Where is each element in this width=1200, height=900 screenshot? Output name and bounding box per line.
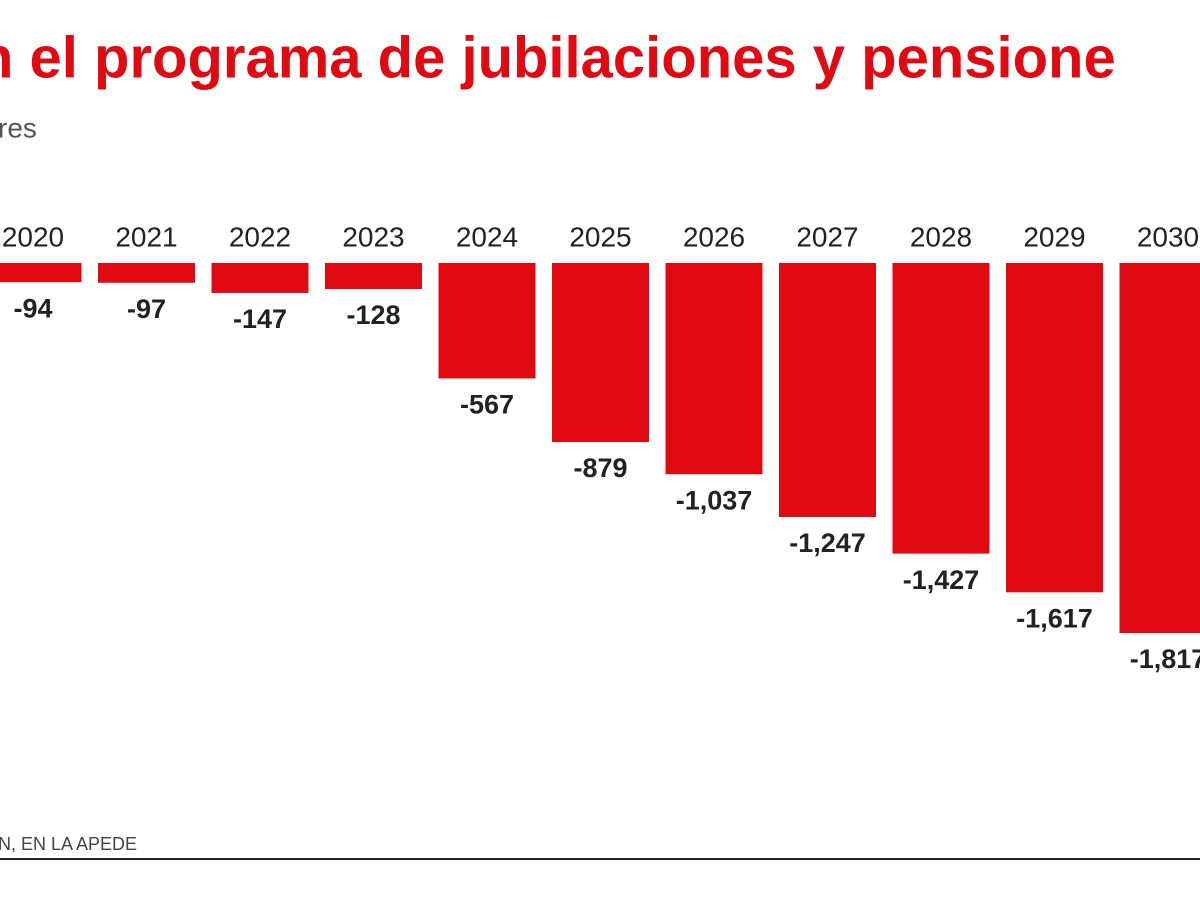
bar: [211, 263, 309, 293]
x-tick-label: 2026: [683, 221, 745, 252]
bar: [892, 263, 990, 554]
bar: [325, 263, 422, 290]
data-label: -1,247: [789, 528, 866, 558]
chart-subtitle: res: [0, 112, 37, 143]
data-label: -879: [573, 453, 627, 483]
data-label: -1,427: [903, 565, 980, 595]
bar: [438, 263, 536, 379]
x-tick-label: 2027: [796, 221, 858, 252]
x-tick-label: 2020: [2, 221, 64, 252]
x-tick-label: 2029: [1023, 221, 1085, 252]
x-tick-label: 2023: [342, 221, 404, 252]
bar: [98, 263, 195, 283]
bar: [1006, 263, 1103, 593]
data-label: -94: [13, 293, 52, 323]
data-label: -1,617: [1016, 603, 1093, 633]
bar: [0, 263, 82, 283]
data-label: -1,037: [676, 485, 753, 515]
data-label: -128: [346, 300, 400, 330]
data-label: -567: [460, 390, 514, 420]
bar: [779, 263, 876, 517]
data-label: -147: [233, 304, 287, 334]
x-tick-label: 2022: [229, 221, 291, 252]
x-tick-label: 2024: [456, 221, 518, 252]
bar: [552, 263, 649, 443]
x-tick-label: 2030: [1137, 221, 1199, 252]
x-tick-label: 2025: [569, 221, 631, 252]
bar: [665, 263, 763, 475]
source: N, EN LA APEDE: [0, 834, 137, 854]
chart-title: n el programa de jubilaciones y pensione: [0, 25, 1116, 90]
data-label: -1,817: [1130, 644, 1200, 674]
x-tick-label: 2028: [910, 221, 972, 252]
x-tick-label: 2021: [115, 221, 177, 252]
data-label: -97: [127, 294, 166, 324]
bar: [1119, 263, 1200, 634]
